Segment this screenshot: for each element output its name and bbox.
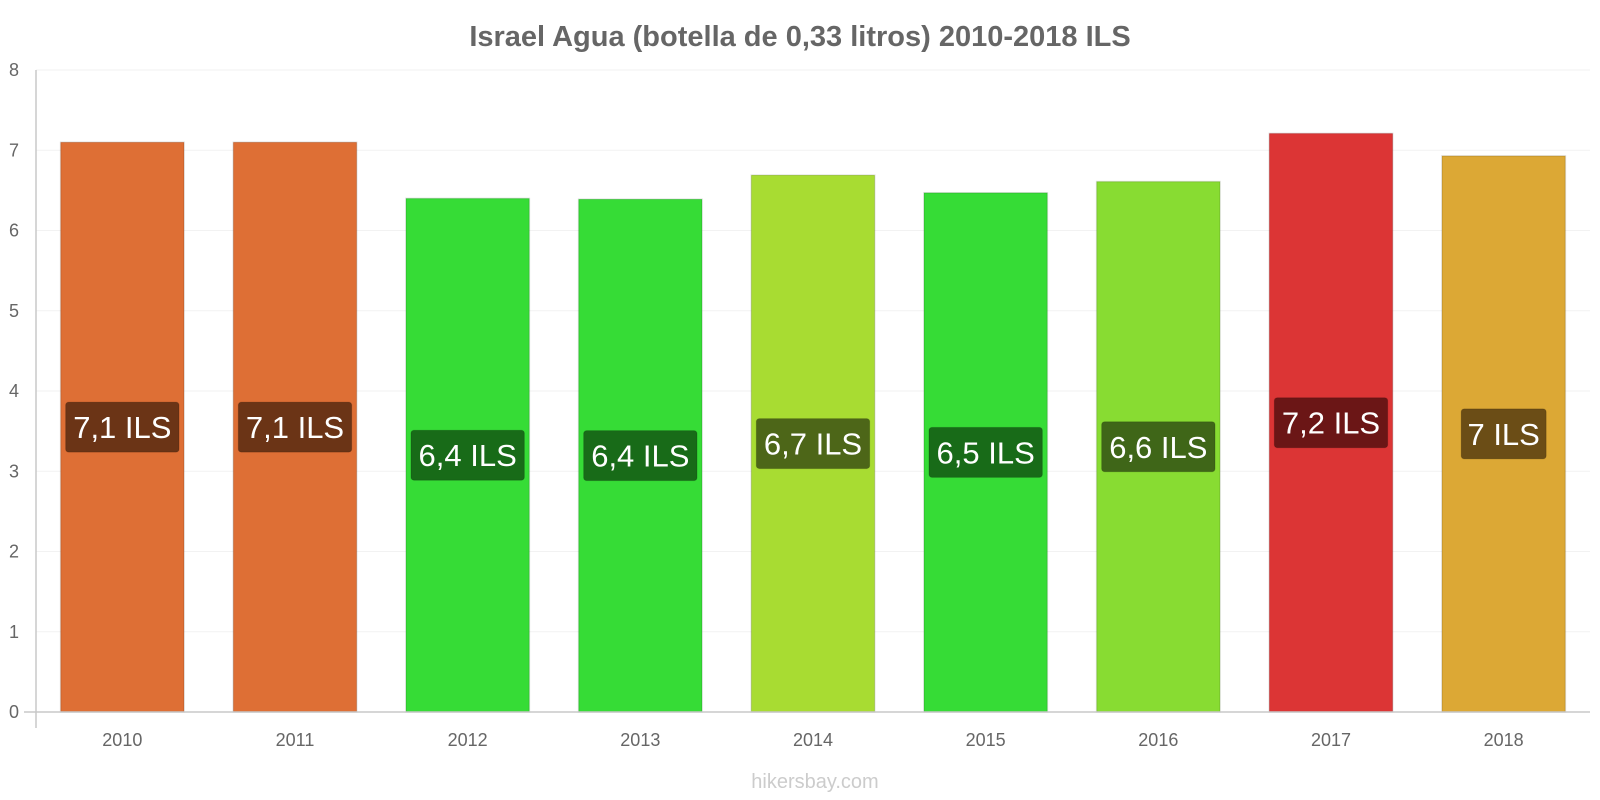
x-tick-label: 2011 — [276, 730, 315, 750]
y-tick-label: 8 — [9, 60, 19, 80]
data-label: 6,4 ILS — [419, 438, 517, 473]
data-label-box — [1273, 397, 1389, 449]
data-label-box — [410, 429, 525, 481]
x-tick-label: 2016 — [1138, 730, 1178, 750]
data-label-box — [583, 430, 698, 482]
data-labels: 7,1 ILS 7,1 ILS 6,4 ILS 6,4 ILS 6,7 ILS 6,5 I… — [65, 397, 1547, 482]
y-tick-label: 4 — [9, 381, 19, 401]
data-label: 7,1 ILS — [246, 410, 344, 445]
axes: 0 1 2 3 4 5 6 7 8 2010 2011 2012 2013 2014 2015 2016 201… — [9, 60, 1590, 750]
data-label-box — [237, 401, 353, 453]
data-label-box — [755, 418, 871, 470]
y-tick-label: 3 — [9, 461, 19, 481]
data-label: 7,1 ILS — [73, 410, 171, 445]
data-label: 6,5 ILS — [937, 435, 1035, 470]
y-tick-label: 2 — [9, 542, 19, 562]
y-tick-label: 7 — [9, 140, 19, 160]
y-tick-label: 1 — [9, 622, 19, 642]
data-label-box — [1460, 408, 1547, 460]
y-tick-label: 6 — [9, 221, 19, 241]
x-tick-label: 2012 — [448, 730, 488, 750]
x-tick-label: 2014 — [793, 730, 833, 750]
data-label-box — [65, 401, 180, 453]
x-tick-label: 2013 — [620, 730, 660, 750]
data-label: 6,4 ILS — [591, 439, 689, 474]
x-tick-label: 2018 — [1484, 730, 1524, 750]
x-tick-label: 2017 — [1311, 730, 1351, 750]
data-label: 6,6 ILS — [1109, 430, 1207, 465]
chart-title: Israel Agua (botella de 0,33 litros) 201… — [469, 21, 1130, 53]
data-label: 7,2 ILS — [1282, 406, 1380, 441]
y-tick-label: 0 — [9, 702, 19, 722]
data-label: 7 ILS — [1467, 417, 1539, 452]
y-tick-label: 5 — [9, 301, 19, 321]
watermark: hikersbay.com — [751, 771, 878, 793]
data-label-box — [1101, 421, 1216, 473]
x-tick-label: 2010 — [102, 730, 142, 750]
x-tick-label: 2015 — [966, 730, 1006, 750]
data-label-box — [928, 426, 1043, 478]
data-label: 6,7 ILS — [764, 427, 862, 462]
